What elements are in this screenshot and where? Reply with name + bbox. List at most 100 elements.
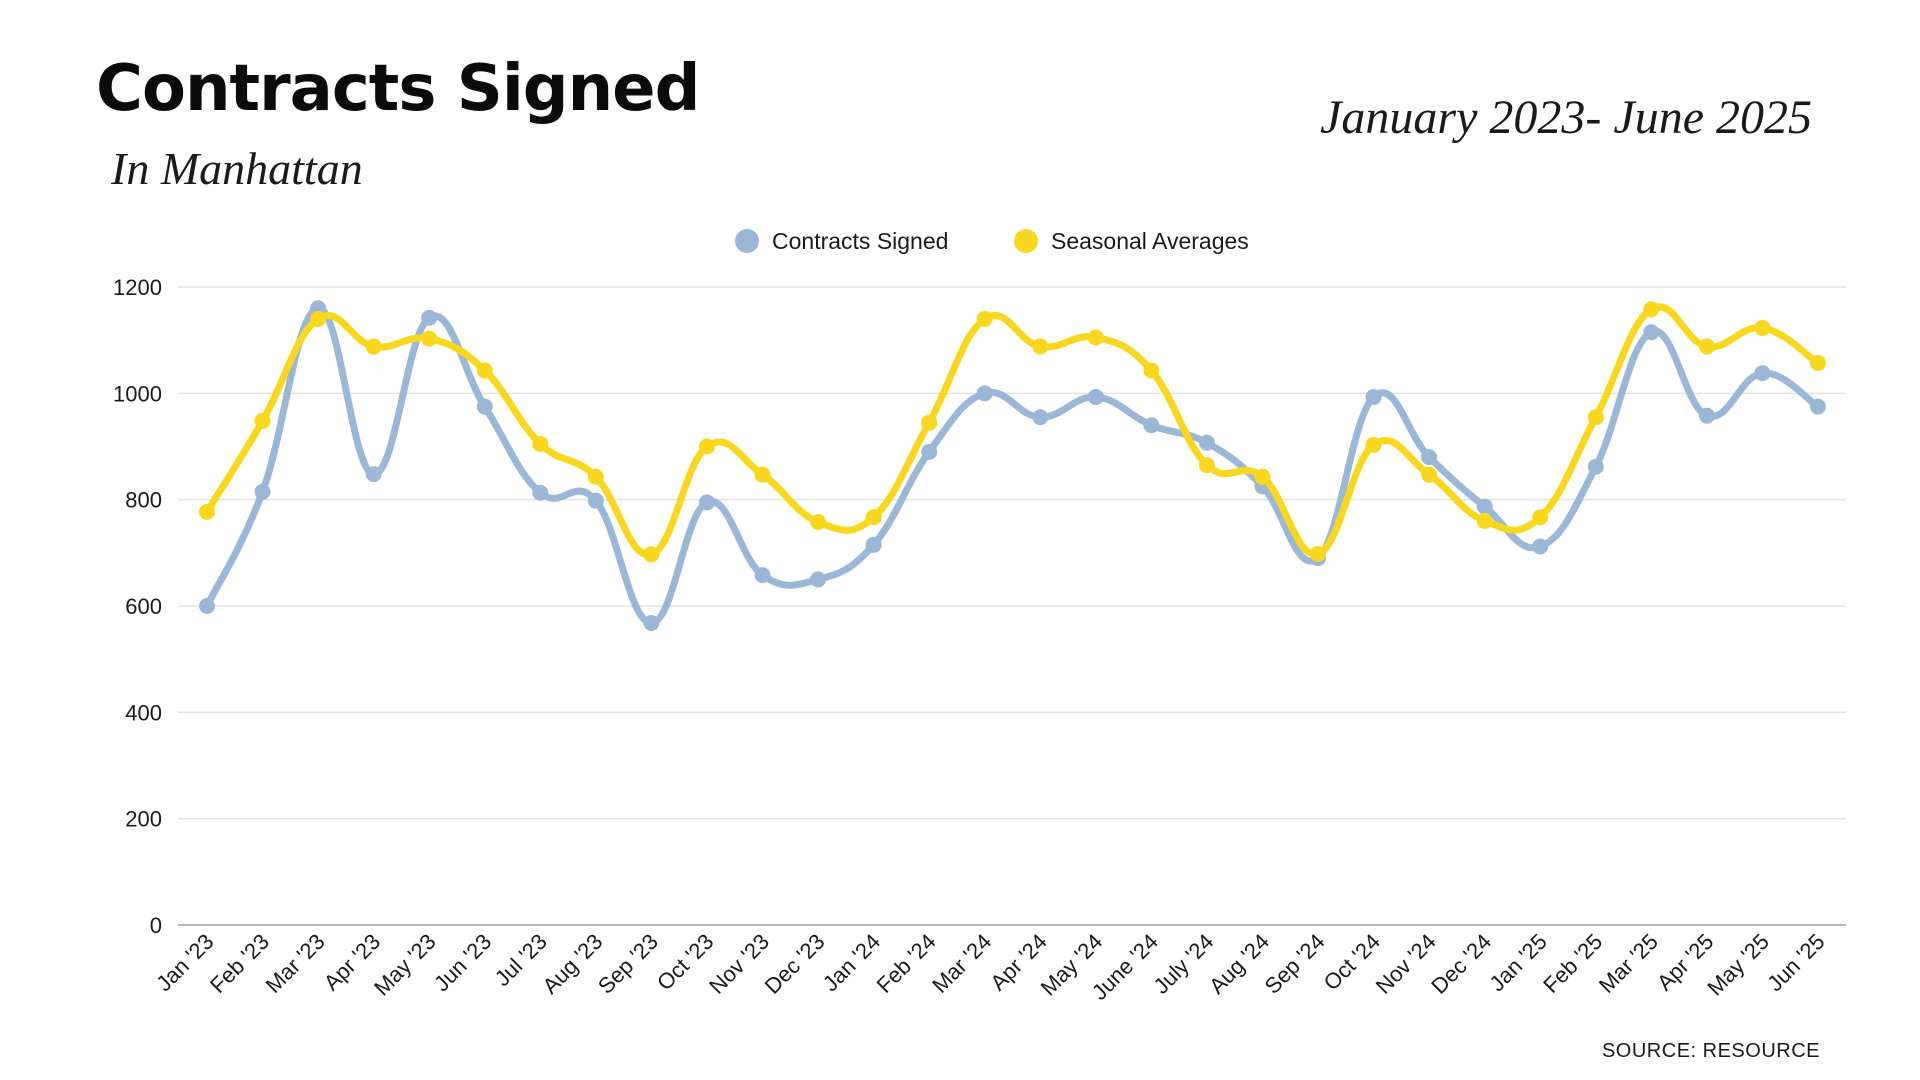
legend-item-contracts-signed: Contracts Signed	[735, 228, 948, 254]
x-tick-label: Dec '23	[760, 929, 830, 999]
data-point-seasonal-averages	[1365, 436, 1382, 453]
data-point-contracts-signed	[810, 571, 827, 588]
y-tick-label: 800	[125, 488, 162, 513]
data-point-seasonal-averages	[1087, 329, 1104, 346]
data-point-seasonal-averages	[1643, 301, 1660, 318]
x-tick-label: Mar '23	[261, 929, 330, 998]
chart-title: Contracts Signed	[96, 52, 700, 126]
x-tick-label: Feb '24	[872, 929, 941, 998]
data-point-contracts-signed	[1643, 324, 1660, 341]
data-point-contracts-signed	[754, 567, 771, 584]
x-tick-label: Jan '24	[818, 929, 885, 996]
y-tick-label: 400	[125, 700, 162, 725]
legend: Contracts Signed Seasonal Averages	[735, 228, 1249, 254]
data-point-seasonal-averages	[1698, 338, 1715, 355]
series-line-seasonal-averages	[203, 303, 1822, 558]
data-point-contracts-signed	[1032, 409, 1049, 426]
y-tick-label: 0	[150, 913, 162, 938]
legend-swatch	[1014, 229, 1038, 253]
data-point-contracts-signed	[921, 443, 938, 460]
x-tick-label: Jun '23	[429, 929, 496, 996]
x-tick-label: Sep '23	[593, 929, 663, 999]
x-tick-label: Jan '25	[1484, 929, 1551, 996]
x-tick-label: Mar '25	[1594, 929, 1663, 998]
data-point-contracts-signed	[1198, 434, 1215, 451]
y-axis-ticks: 0 200 400 600 800 1000 1200	[113, 275, 162, 938]
data-point-contracts-signed	[976, 385, 993, 402]
data-point-seasonal-averages	[254, 412, 271, 429]
data-point-contracts-signed	[1143, 417, 1160, 434]
data-point-seasonal-averages	[476, 362, 493, 379]
data-point-contracts-signed	[1365, 389, 1382, 406]
series-group	[199, 300, 1826, 632]
data-point-seasonal-averages	[1810, 355, 1826, 372]
legend-label: Seasonal Averages	[1051, 228, 1249, 254]
gridlines	[178, 286, 1846, 820]
data-point-contracts-signed	[1810, 398, 1826, 415]
series-seasonal-averages	[199, 301, 1826, 563]
y-tick-label: 1200	[113, 275, 162, 300]
data-point-seasonal-averages	[1198, 457, 1215, 474]
x-tick-label: Sep '24	[1260, 929, 1330, 999]
data-point-contracts-signed	[421, 309, 438, 326]
data-point-contracts-signed	[1087, 389, 1104, 406]
x-tick-label: Nov '24	[1371, 929, 1441, 999]
data-point-seasonal-averages	[587, 468, 604, 485]
x-tick-label: Jun '25	[1762, 929, 1829, 996]
data-point-contracts-signed	[643, 615, 660, 632]
data-point-seasonal-averages	[1587, 409, 1604, 426]
x-tick-label: July '24	[1149, 929, 1219, 999]
series-contracts-signed	[199, 300, 1826, 632]
data-point-seasonal-averages	[976, 310, 993, 327]
x-tick-label: Nov '23	[704, 929, 774, 999]
data-point-contracts-signed	[587, 492, 604, 509]
data-point-seasonal-averages	[1310, 545, 1327, 562]
x-tick-label: Feb '25	[1538, 929, 1607, 998]
data-point-seasonal-averages	[1254, 468, 1271, 485]
date-range-label: January 2023- June 2025	[1320, 91, 1812, 144]
x-tick-label: Dec '24	[1426, 929, 1496, 999]
data-point-contracts-signed	[698, 494, 715, 511]
y-tick-label: 200	[125, 807, 162, 832]
data-point-contracts-signed	[1532, 538, 1549, 555]
y-tick-label: 1000	[113, 381, 162, 406]
data-point-seasonal-averages	[1032, 338, 1049, 355]
legend-label: Contracts Signed	[772, 228, 948, 254]
data-point-seasonal-averages	[199, 503, 215, 520]
data-point-contracts-signed	[1754, 365, 1771, 382]
data-point-contracts-signed	[1698, 407, 1715, 424]
x-tick-label: May '25	[1702, 929, 1774, 1001]
data-point-contracts-signed	[476, 398, 493, 415]
data-point-contracts-signed	[254, 483, 271, 500]
data-point-seasonal-averages	[865, 509, 882, 526]
x-tick-label: May '23	[369, 929, 441, 1001]
data-point-seasonal-averages	[310, 310, 327, 327]
data-point-seasonal-averages	[421, 330, 438, 347]
data-point-seasonal-averages	[532, 435, 549, 452]
data-point-contracts-signed	[865, 536, 882, 553]
x-tick-label: Mar '24	[927, 929, 996, 998]
data-point-seasonal-averages	[1754, 319, 1771, 336]
data-point-seasonal-averages	[365, 338, 382, 355]
data-point-seasonal-averages	[1532, 509, 1549, 526]
data-point-contracts-signed	[1421, 449, 1438, 466]
data-point-seasonal-averages	[698, 438, 715, 455]
data-point-seasonal-averages	[1421, 466, 1438, 483]
y-tick-label: 600	[125, 594, 162, 619]
data-point-seasonal-averages	[1143, 362, 1160, 379]
chart-subtitle: In Manhattan	[111, 143, 363, 194]
data-point-contracts-signed	[532, 484, 549, 501]
data-point-seasonal-averages	[810, 513, 827, 530]
data-point-contracts-signed	[1476, 498, 1493, 515]
data-point-seasonal-averages	[921, 414, 938, 431]
x-tick-label: Feb '23	[205, 929, 274, 998]
legend-item-seasonal-averages: Seasonal Averages	[1014, 228, 1249, 254]
legend-swatch	[735, 229, 759, 253]
x-tick-label: Jan '23	[151, 929, 218, 996]
data-point-seasonal-averages	[643, 546, 660, 563]
x-tick-label: Aug '24	[1204, 929, 1274, 999]
data-point-contracts-signed	[199, 598, 215, 614]
data-point-seasonal-averages	[1476, 512, 1493, 529]
